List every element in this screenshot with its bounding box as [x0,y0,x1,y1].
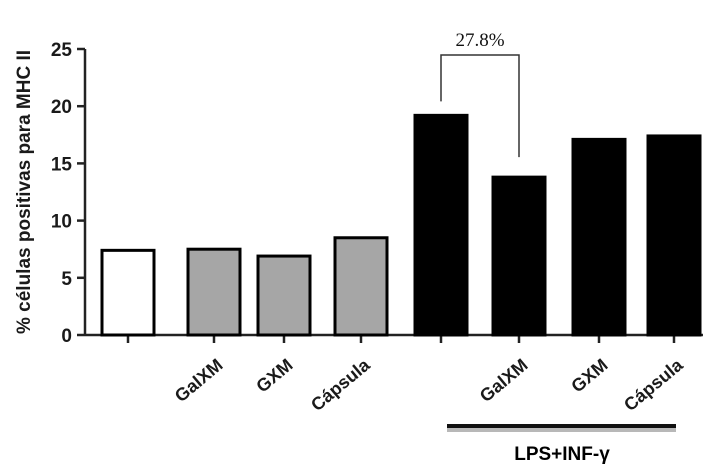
y-axis: 0 5 10 15 20 25 [51,40,87,347]
bar [413,113,469,337]
lps-group: LPS+INF-γ [447,424,676,465]
x-tick-label: Cápsula [307,354,374,415]
bar [186,247,242,337]
y-tick-label: 5 [61,269,72,290]
x-tick-label: GalXM [171,355,227,406]
y-tick-label: 20 [51,97,72,118]
bar [333,236,389,337]
y-tick-label: 15 [51,154,73,175]
bar [100,248,156,337]
category-labels: GalXM GXM Cápsula GalXM GXM Cápsula [171,354,688,415]
y-tick-label: 25 [51,40,73,61]
comparison-label: 27.8% [455,30,504,51]
group-label: LPS+INF-γ [514,444,610,465]
x-tick-label: GXM [252,355,296,397]
x-tick-label: Cápsula [620,354,687,415]
group-bar [447,424,676,428]
x-tick-label: GXM [567,355,611,397]
group-bar-shadow [447,427,676,432]
bar [256,254,312,337]
bars [100,113,702,337]
bar [491,175,547,337]
bar [646,134,702,337]
comparison-annotation: 27.8% [440,30,520,158]
x-tick-label: GalXM [476,355,532,406]
comparison-bracket [440,54,520,158]
y-tick-label: 10 [51,212,72,233]
y-axis-label: % células positivas para MHC II [14,50,35,334]
bar [571,137,627,337]
y-tick-label: 0 [61,326,72,347]
